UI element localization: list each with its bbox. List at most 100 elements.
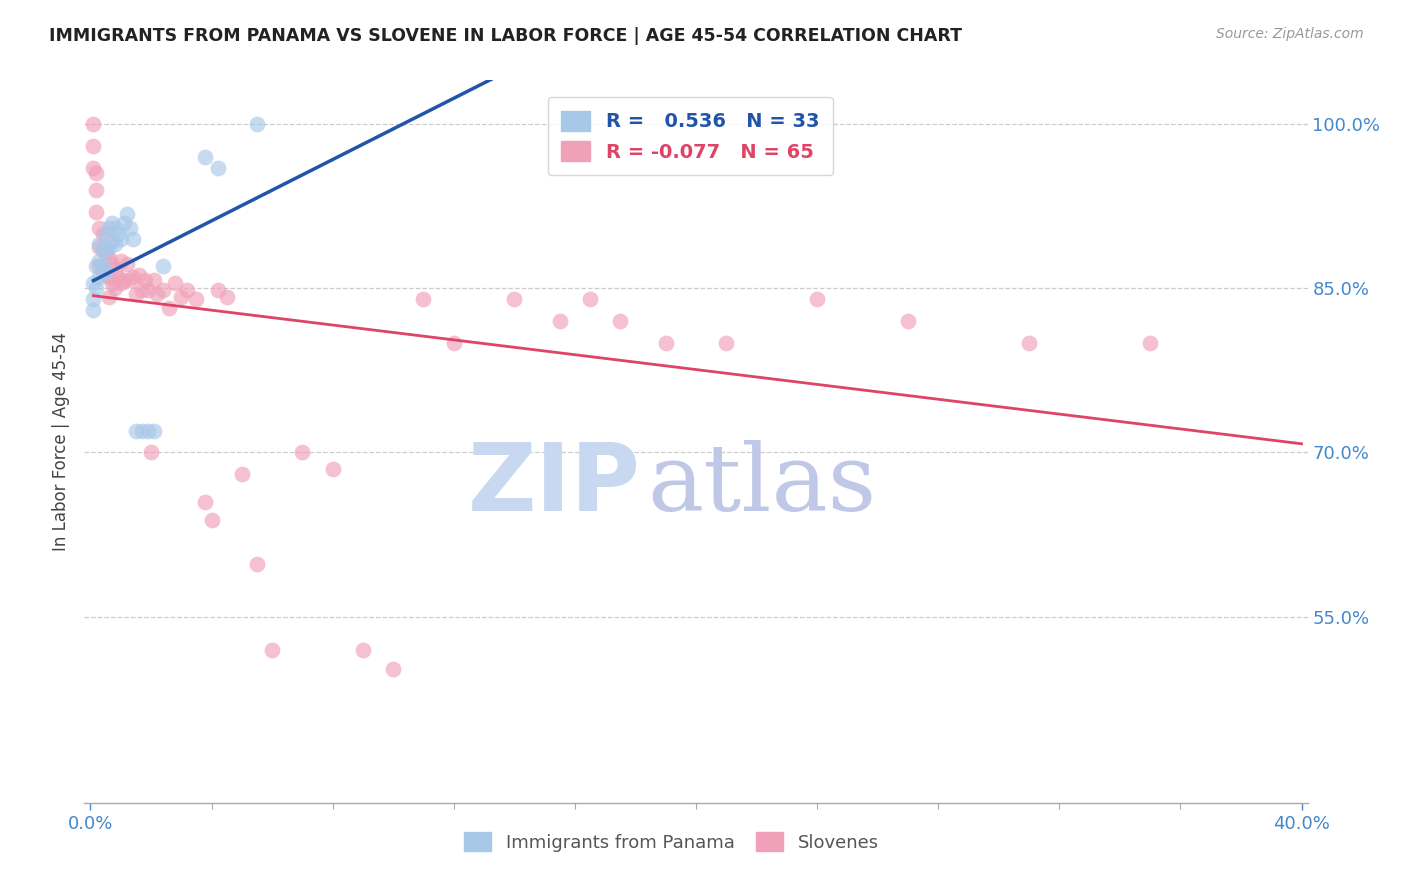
- Point: [89, 237, 111, 252]
- Point: [94, 268, 117, 282]
- Point: [97, 240, 120, 254]
- Point: [654, 336, 676, 351]
- Point: [165, 276, 187, 290]
- Point: [104, 221, 127, 235]
- Point: [97, 221, 120, 235]
- Point: [112, 272, 135, 286]
- Point: [110, 276, 132, 290]
- Point: [121, 270, 143, 285]
- Point: [82, 303, 104, 318]
- Point: [262, 642, 284, 657]
- Point: [110, 232, 132, 246]
- Point: [82, 139, 104, 153]
- Point: [146, 286, 169, 301]
- Point: [91, 227, 114, 241]
- Point: [86, 183, 108, 197]
- Point: [100, 216, 122, 230]
- Point: [94, 265, 117, 279]
- Point: [89, 260, 111, 274]
- Point: [112, 216, 135, 230]
- Point: [128, 268, 150, 282]
- Point: [121, 232, 143, 246]
- Point: [152, 260, 174, 274]
- Point: [215, 290, 238, 304]
- Point: [97, 251, 120, 265]
- Point: [107, 227, 129, 241]
- Point: [186, 292, 208, 306]
- Point: [100, 257, 122, 271]
- Point: [246, 117, 269, 131]
- Point: [806, 292, 828, 306]
- Point: [143, 272, 166, 286]
- Point: [716, 336, 738, 351]
- Point: [94, 246, 117, 260]
- Point: [97, 290, 120, 304]
- Point: [1139, 336, 1161, 351]
- Point: [89, 221, 111, 235]
- Point: [200, 513, 222, 527]
- Point: [115, 207, 138, 221]
- Point: [86, 166, 108, 180]
- Point: [100, 276, 122, 290]
- Point: [503, 292, 526, 306]
- Point: [94, 243, 117, 257]
- Text: atlas: atlas: [647, 440, 876, 530]
- Point: [246, 557, 269, 571]
- Point: [91, 243, 114, 257]
- Point: [207, 284, 229, 298]
- Point: [1018, 336, 1040, 351]
- Point: [115, 257, 138, 271]
- Point: [231, 467, 253, 482]
- Legend: Immigrants from Panama, Slovenes: Immigrants from Panama, Slovenes: [457, 825, 886, 859]
- Point: [91, 260, 114, 274]
- Point: [89, 253, 111, 268]
- Y-axis label: In Labor Force | Age 45-54: In Labor Force | Age 45-54: [52, 332, 70, 551]
- Point: [104, 281, 127, 295]
- Text: IMMIGRANTS FROM PANAMA VS SLOVENE IN LABOR FORCE | AGE 45-54 CORRELATION CHART: IMMIGRANTS FROM PANAMA VS SLOVENE IN LAB…: [49, 27, 962, 45]
- Point: [91, 243, 114, 257]
- Point: [207, 161, 229, 175]
- Point: [194, 150, 217, 164]
- Point: [89, 240, 111, 254]
- Point: [82, 276, 104, 290]
- Point: [176, 284, 198, 298]
- Point: [82, 292, 104, 306]
- Point: [82, 117, 104, 131]
- Point: [86, 281, 108, 295]
- Point: [125, 424, 148, 438]
- Point: [609, 314, 631, 328]
- Point: [382, 662, 405, 676]
- Point: [170, 290, 193, 304]
- Point: [136, 284, 159, 298]
- Point: [579, 292, 602, 306]
- Point: [291, 445, 314, 459]
- Text: Source: ZipAtlas.com: Source: ZipAtlas.com: [1216, 27, 1364, 41]
- Point: [86, 204, 108, 219]
- Point: [86, 260, 108, 274]
- Point: [897, 314, 920, 328]
- Point: [89, 270, 111, 285]
- Point: [152, 284, 174, 298]
- Point: [91, 265, 114, 279]
- Point: [143, 424, 166, 438]
- Point: [352, 642, 374, 657]
- Point: [194, 494, 217, 508]
- Point: [157, 301, 180, 315]
- Point: [131, 284, 153, 298]
- Point: [412, 292, 434, 306]
- Point: [136, 424, 159, 438]
- Point: [548, 314, 571, 328]
- Point: [110, 253, 132, 268]
- Point: [104, 261, 127, 276]
- Point: [443, 336, 465, 351]
- Point: [94, 227, 117, 241]
- Point: [125, 286, 148, 301]
- Point: [322, 462, 344, 476]
- Point: [100, 234, 122, 248]
- Point: [104, 237, 127, 252]
- Point: [82, 161, 104, 175]
- Text: ZIP: ZIP: [468, 439, 641, 531]
- Point: [118, 221, 141, 235]
- Point: [134, 272, 156, 286]
- Point: [131, 424, 153, 438]
